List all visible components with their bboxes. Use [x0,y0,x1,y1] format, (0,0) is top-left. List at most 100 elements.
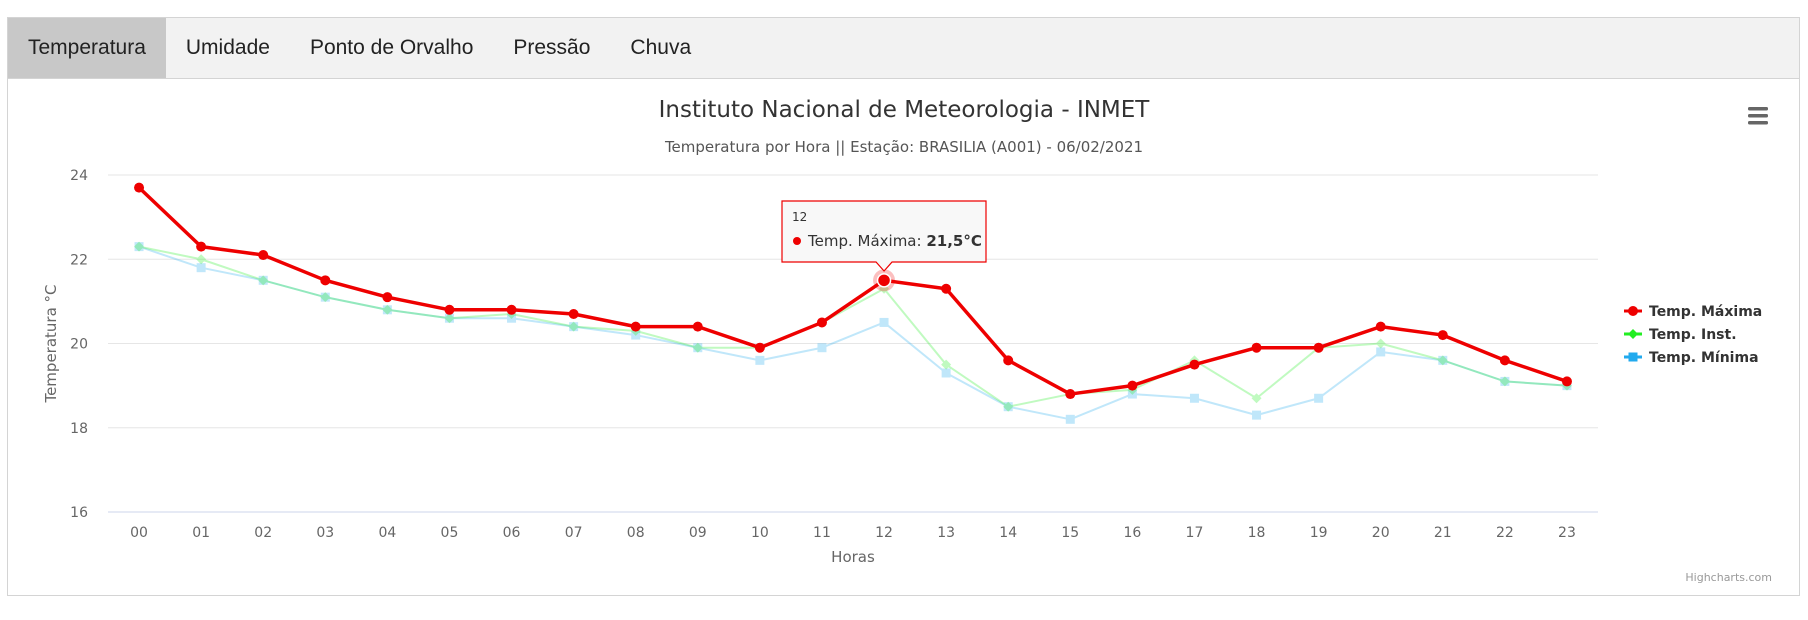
data-point[interactable] [630,321,641,332]
tab-temperatura[interactable]: Temperatura [8,18,166,78]
data-point[interactable] [1003,401,1014,412]
x-tick-label: 08 [627,525,645,541]
data-point[interactable] [1437,355,1448,366]
data-point[interactable] [879,317,889,327]
y-tick-label: 22 [70,252,88,268]
data-point[interactable] [1499,376,1510,387]
data-point[interactable] [941,368,951,378]
y-axis-label: Temperatura °C [42,284,60,403]
data-point[interactable] [1127,380,1138,391]
data-point[interactable] [568,309,579,320]
data-point[interactable] [569,322,579,332]
data-point[interactable] [506,304,517,315]
data-point[interactable] [631,330,641,340]
data-point[interactable] [1003,355,1014,366]
data-point[interactable] [941,283,952,294]
data-point[interactable] [258,275,269,286]
y-tick-label: 20 [70,337,88,353]
data-point[interactable] [1375,321,1386,332]
data-point[interactable] [692,321,703,332]
x-tick-label: 20 [1372,525,1390,541]
data-point[interactable] [1561,376,1572,387]
tooltip-box [781,200,987,272]
data-point[interactable] [258,275,268,285]
data-point[interactable] [1251,342,1262,353]
legend-item-temp-m-xima[interactable]: Temp. Máxima [1624,304,1762,320]
data-point[interactable] [1189,393,1199,403]
data-point[interactable] [1127,389,1137,399]
y-tick-label: 18 [70,421,88,437]
data-point[interactable] [382,304,393,315]
hovered-point[interactable] [876,273,892,288]
x-tick-label: 21 [1434,525,1452,541]
data-point[interactable] [134,242,144,252]
data-point[interactable] [816,317,827,328]
data-point[interactable] [444,313,455,324]
tab-chuva[interactable]: Chuva [630,36,692,59]
data-point[interactable] [1437,330,1448,341]
data-point[interactable] [1375,338,1386,349]
x-tick-label: 22 [1496,525,1514,541]
series-line [138,245,1568,408]
data-point[interactable] [507,313,517,323]
data-point[interactable] [1500,376,1510,386]
data-point[interactable] [196,254,207,265]
data-point[interactable] [568,321,579,332]
series-line [137,186,1568,396]
data-point[interactable] [320,275,331,286]
credits-link[interactable]: Highcharts.com [1685,571,1772,584]
x-tick-label: 12 [875,525,893,541]
data-point[interactable] [1376,347,1386,357]
data-point[interactable] [134,182,145,193]
chart-panel: Temperatura Umidade Ponto de Orvalho Pressã… [7,17,1800,596]
data-point[interactable] [1189,359,1200,370]
legend-item-temp-m-nima[interactable]: Temp. Mínima [1624,350,1759,366]
data-point[interactable] [817,343,827,353]
data-point[interactable] [754,342,765,353]
data-point[interactable] [693,343,703,353]
x-tick-label: 23 [1558,525,1576,541]
data-point[interactable] [1065,389,1076,400]
x-tick-label: 15 [1061,525,1079,541]
data-point[interactable] [444,313,454,323]
chart-subtitle: Temperatura por Hora || Estação: BRASILI… [664,138,1143,156]
data-point[interactable] [1252,410,1262,420]
series-temp-inst-[interactable] [134,241,1572,412]
data-point[interactable] [1314,393,1324,403]
data-point[interactable] [382,305,392,315]
data-point[interactable] [382,292,393,303]
data-point[interactable] [1313,342,1324,353]
data-point[interactable] [196,263,206,273]
data-point[interactable] [134,241,145,252]
data-point[interactable] [692,342,703,353]
hamburger-menu-icon[interactable] [1748,107,1768,125]
tab-ponto-de-orvalho[interactable]: Ponto de Orvalho [309,36,474,59]
data-point[interactable] [755,355,765,365]
legend-item-temp-inst-[interactable]: Temp. Inst. [1624,327,1737,343]
x-tick-label: 11 [813,525,831,541]
tab-press-o[interactable]: Pressão [513,36,591,59]
tab-umidade[interactable]: Umidade [185,36,270,59]
series-temp-m-xima[interactable] [134,182,1572,400]
data-point[interactable] [1003,402,1013,412]
data-point[interactable] [196,241,207,252]
chart-title: Instituto Nacional de Meteorologia - INM… [659,97,1151,123]
data-point[interactable] [1438,355,1448,365]
data-point[interactable] [320,292,330,302]
data-point[interactable] [941,359,952,370]
data-point[interactable] [1499,355,1510,366]
data-point[interactable] [258,250,269,261]
data-point[interactable] [444,304,455,315]
x-tick-label: 19 [1310,525,1328,541]
tab-bar: Temperatura Umidade Ponto de Orvalho Pressã… [8,18,1799,79]
data-point[interactable] [320,292,331,303]
x-tick-label: 04 [378,525,396,541]
series-temp-m-nima[interactable] [134,242,1572,424]
x-tick-label: 09 [689,525,707,541]
legend-label: Temp. Mínima [1649,350,1759,366]
data-point[interactable] [1065,414,1075,424]
data-point[interactable] [1251,393,1262,404]
x-tick-label: 03 [316,525,334,541]
x-tick-label: 10 [751,525,769,541]
